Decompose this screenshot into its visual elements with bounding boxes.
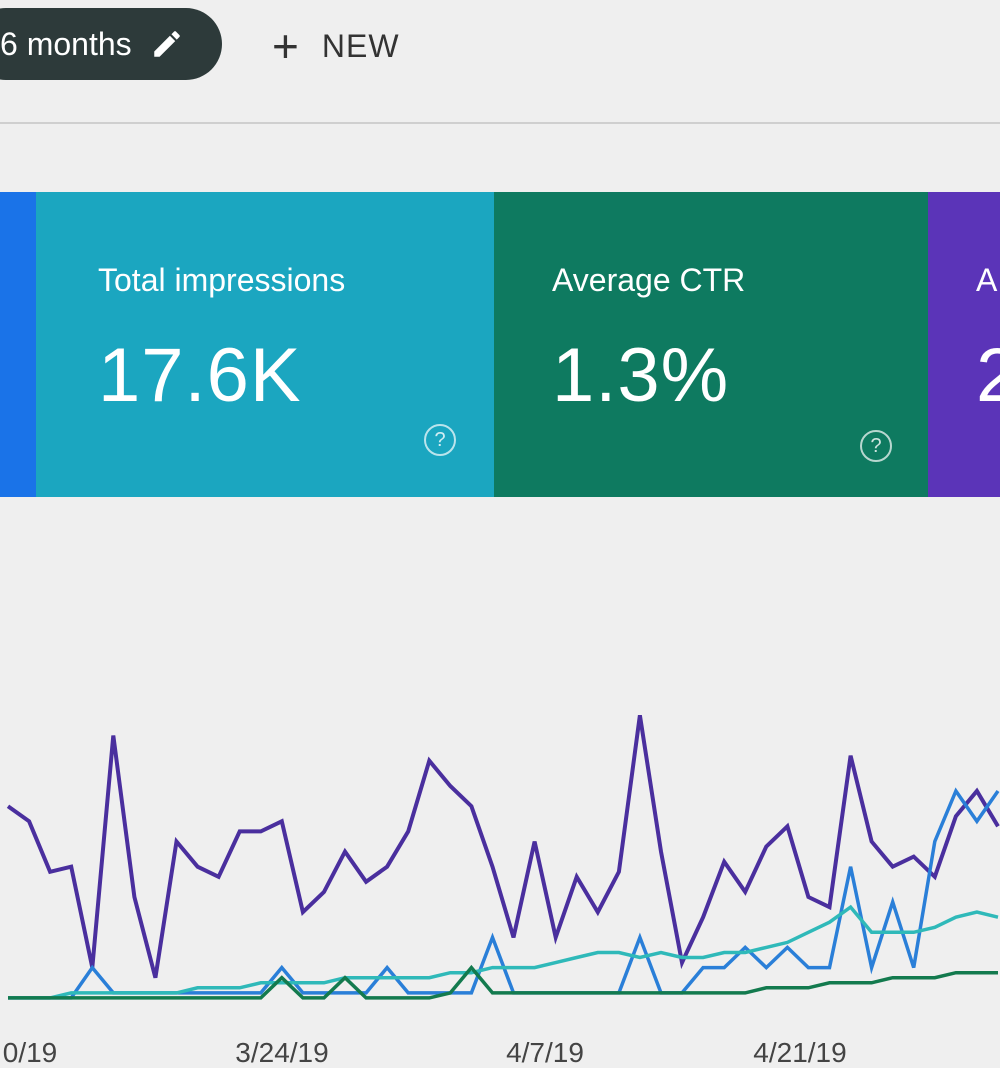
- card-title: A: [976, 262, 998, 298]
- x-tick-label: 4/21/19: [753, 1037, 846, 1068]
- card-total-impressions[interactable]: Total impressions 17.6K ?: [36, 192, 494, 497]
- metric-cards: Total impressions 17.6K ? Average CTR 1.…: [0, 192, 1000, 497]
- plus-icon: +: [272, 20, 300, 72]
- card-value: 1.3%: [552, 333, 730, 418]
- new-filter-button[interactable]: + NEW: [272, 18, 400, 74]
- card-title: Total impressions: [98, 262, 346, 298]
- pencil-icon: [153, 31, 180, 57]
- card-average-position[interactable]: A 2: [928, 192, 1000, 497]
- date-range-label: 6 months: [0, 25, 132, 62]
- series-line-3: [8, 964, 998, 1000]
- new-label: NEW: [321, 27, 400, 64]
- series-line-2: [8, 904, 999, 1000]
- card-average-ctr[interactable]: Average CTR 1.3% ?: [494, 192, 928, 497]
- series-line-0: [6, 714, 1000, 979]
- date-range-chip[interactable]: 6 months: [0, 8, 222, 80]
- toolbar: 6 months + NEW: [0, 0, 1000, 130]
- x-tick-label: 4/7/19: [506, 1037, 584, 1068]
- performance-chart: 0/19 3/24/19 4/7/19 4/21/19: [3, 714, 1000, 1068]
- x-tick-label: 3/24/19: [235, 1037, 328, 1068]
- card-value: 17.6K: [98, 333, 302, 418]
- help-icon[interactable]: ?: [860, 430, 892, 462]
- divider: [0, 122, 1000, 124]
- help-icon[interactable]: ?: [424, 424, 456, 456]
- x-tick-label: 0/19: [3, 1037, 58, 1068]
- card-total-clicks[interactable]: [0, 192, 36, 497]
- card-value: 2: [976, 333, 1000, 418]
- card-title: Average CTR: [552, 262, 746, 298]
